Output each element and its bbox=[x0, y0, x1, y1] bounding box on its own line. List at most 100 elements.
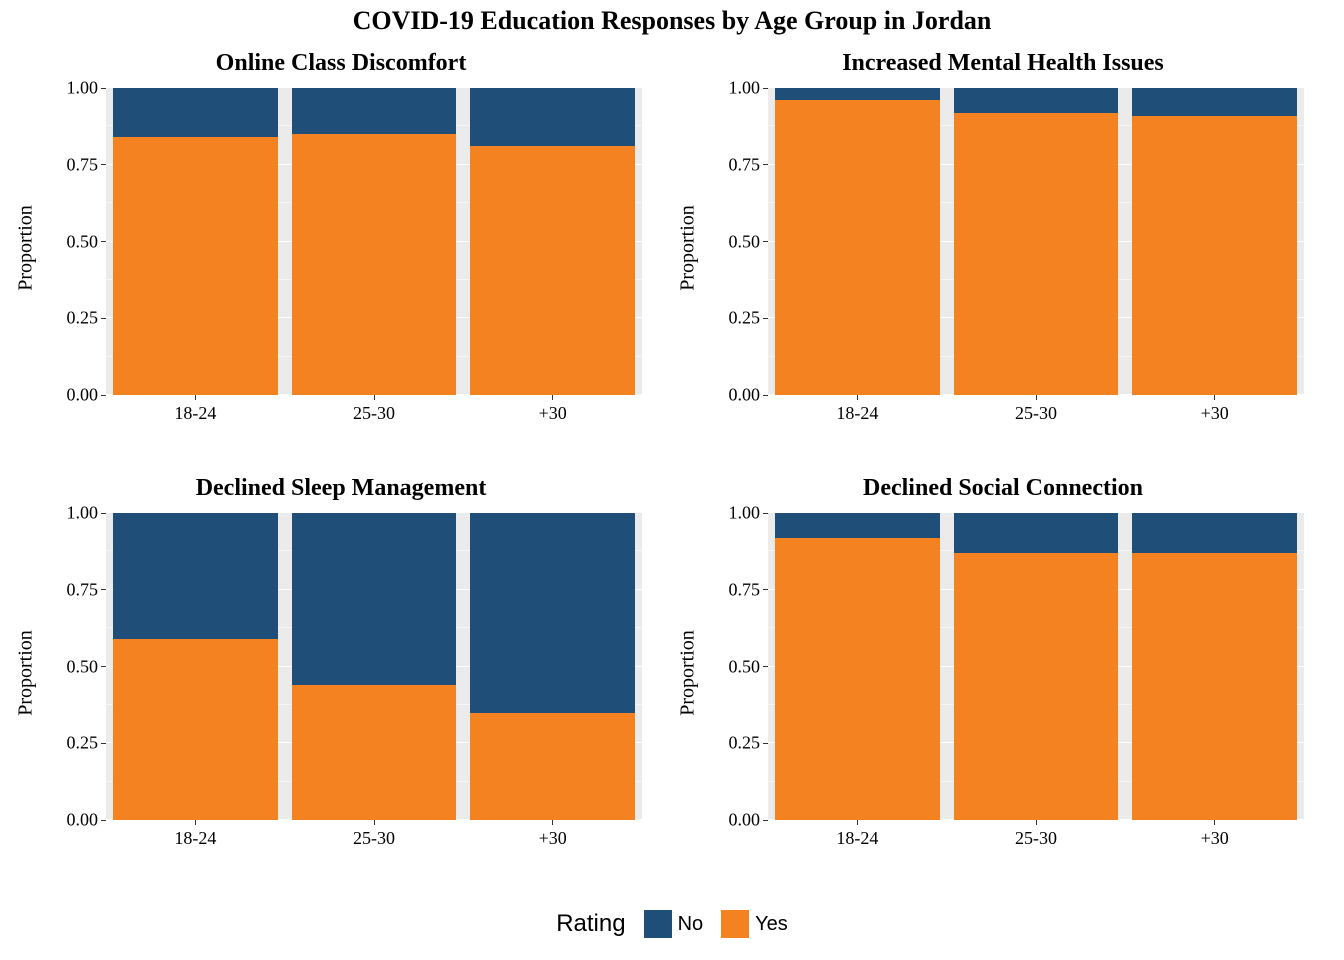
y-tick-label: 0.25 bbox=[729, 308, 761, 329]
y-tick-label: 0.25 bbox=[67, 308, 99, 329]
bar-segment-yes bbox=[470, 146, 634, 395]
bar-segment-yes bbox=[292, 134, 456, 395]
y-tick-label: 0.00 bbox=[67, 385, 99, 406]
bar bbox=[292, 88, 456, 395]
x-tick-label: 25-30 bbox=[1015, 828, 1057, 849]
x-tick-mark bbox=[195, 395, 196, 400]
y-tick-label: 0.50 bbox=[729, 656, 761, 677]
bar bbox=[954, 88, 1118, 395]
x-tick-mark bbox=[1036, 395, 1037, 400]
legend: Rating No Yes bbox=[0, 910, 1344, 938]
y-tick-label: 1.00 bbox=[67, 78, 99, 99]
legend-label: Yes bbox=[755, 913, 788, 936]
x-tick-label: +30 bbox=[539, 403, 567, 424]
y-tick-label: 0.50 bbox=[67, 231, 99, 252]
y-tick-label: 1.00 bbox=[729, 78, 761, 99]
bar bbox=[470, 88, 634, 395]
bars bbox=[768, 88, 1304, 395]
x-tick-mark bbox=[1036, 820, 1037, 825]
legend-item-no: No bbox=[644, 910, 704, 938]
x-tick-label: 25-30 bbox=[353, 828, 395, 849]
bar bbox=[775, 88, 939, 395]
bar-segment-no bbox=[292, 88, 456, 134]
x-tick-label: 25-30 bbox=[353, 403, 395, 424]
x-tick-mark bbox=[195, 820, 196, 825]
y-tick-label: 0.25 bbox=[67, 733, 99, 754]
bar-segment-yes bbox=[292, 685, 456, 820]
bars bbox=[106, 513, 642, 820]
x-tick-label: 25-30 bbox=[1015, 403, 1057, 424]
panel: Increased Mental Health IssuesProportion… bbox=[692, 50, 1314, 445]
y-tick-label: 0.50 bbox=[67, 656, 99, 677]
bar-segment-yes bbox=[954, 553, 1118, 820]
bar-segment-no bbox=[954, 513, 1118, 553]
y-tick-label: 0.25 bbox=[729, 733, 761, 754]
x-tick-mark bbox=[374, 820, 375, 825]
bar-segment-no bbox=[1132, 88, 1296, 116]
legend-label: No bbox=[678, 913, 704, 936]
plot-area: 0.000.250.500.751.0018-2425-30+30 bbox=[768, 513, 1304, 820]
bar-segment-yes bbox=[113, 639, 277, 820]
bar-segment-yes bbox=[775, 100, 939, 395]
x-tick-label: +30 bbox=[1201, 828, 1229, 849]
legend-title: Rating bbox=[556, 910, 625, 938]
bar bbox=[1132, 88, 1296, 395]
figure-title: COVID-19 Education Responses by Age Grou… bbox=[0, 6, 1344, 36]
bar-segment-no bbox=[113, 88, 277, 137]
plot-area: 0.000.250.500.751.0018-2425-30+30 bbox=[768, 88, 1304, 395]
panels-grid: Online Class DiscomfortProportion0.000.2… bbox=[30, 50, 1314, 870]
bar-segment-no bbox=[292, 513, 456, 685]
bar-segment-yes bbox=[113, 137, 277, 395]
bar-segment-no bbox=[775, 88, 939, 100]
plot-area: 0.000.250.500.751.0018-2425-30+30 bbox=[106, 513, 642, 820]
bar bbox=[113, 88, 277, 395]
y-tick-label: 1.00 bbox=[67, 503, 99, 524]
bar-segment-no bbox=[954, 88, 1118, 113]
y-axis-label: Proportion bbox=[15, 205, 38, 291]
panel-title: Increased Mental Health Issues bbox=[692, 50, 1314, 77]
x-tick-mark bbox=[374, 395, 375, 400]
bar-segment-yes bbox=[1132, 116, 1296, 395]
legend-swatch-yes bbox=[721, 910, 749, 938]
bar-segment-no bbox=[775, 513, 939, 538]
x-tick-mark bbox=[1214, 820, 1215, 825]
bar-segment-no bbox=[470, 513, 634, 713]
panel-title: Declined Sleep Management bbox=[30, 475, 652, 502]
y-tick-label: 0.00 bbox=[729, 810, 761, 831]
panel: Declined Sleep ManagementProportion0.000… bbox=[30, 475, 652, 870]
y-axis-label: Proportion bbox=[677, 205, 700, 291]
panel-title: Declined Social Connection bbox=[692, 475, 1314, 502]
plot-area: 0.000.250.500.751.0018-2425-30+30 bbox=[106, 88, 642, 395]
x-tick-label: 18-24 bbox=[836, 828, 878, 849]
y-tick-label: 0.75 bbox=[67, 154, 99, 175]
bar bbox=[954, 513, 1118, 820]
y-tick-label: 1.00 bbox=[729, 503, 761, 524]
x-tick-label: 18-24 bbox=[174, 828, 216, 849]
bar-segment-yes bbox=[1132, 553, 1296, 820]
x-tick-label: +30 bbox=[1201, 403, 1229, 424]
y-tick-label: 0.75 bbox=[67, 579, 99, 600]
x-tick-mark bbox=[857, 820, 858, 825]
y-tick-label: 0.75 bbox=[729, 579, 761, 600]
x-tick-mark bbox=[552, 820, 553, 825]
bar bbox=[292, 513, 456, 820]
panel: Online Class DiscomfortProportion0.000.2… bbox=[30, 50, 652, 445]
y-axis-label: Proportion bbox=[15, 630, 38, 716]
legend-item-yes: Yes bbox=[721, 910, 788, 938]
x-tick-label: 18-24 bbox=[174, 403, 216, 424]
panel-title: Online Class Discomfort bbox=[30, 50, 652, 77]
bar bbox=[113, 513, 277, 820]
legend-swatch-no bbox=[644, 910, 672, 938]
y-tick-label: 0.75 bbox=[729, 154, 761, 175]
x-tick-label: 18-24 bbox=[836, 403, 878, 424]
y-tick-label: 0.00 bbox=[729, 385, 761, 406]
x-tick-mark bbox=[552, 395, 553, 400]
y-tick-label: 0.50 bbox=[729, 231, 761, 252]
panel: Declined Social ConnectionProportion0.00… bbox=[692, 475, 1314, 870]
bar-segment-no bbox=[113, 513, 277, 639]
bar-segment-no bbox=[1132, 513, 1296, 553]
x-tick-mark bbox=[1214, 395, 1215, 400]
bar-segment-yes bbox=[775, 538, 939, 820]
bar-segment-yes bbox=[954, 113, 1118, 395]
figure: COVID-19 Education Responses by Age Grou… bbox=[0, 0, 1344, 960]
